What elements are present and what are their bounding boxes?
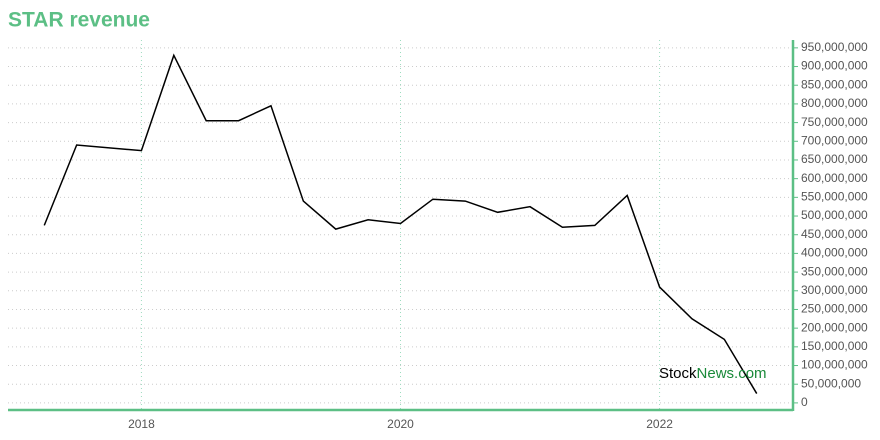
y-tick-label: 800,000,000	[801, 96, 868, 110]
line-series	[43, 53, 758, 394]
watermark-stock: Stock	[659, 365, 697, 382]
y-tick-label: 400,000,000	[801, 246, 868, 260]
y-tick-label: 900,000,000	[801, 59, 868, 73]
y-tick-label: 150,000,000	[801, 339, 868, 353]
y-tick-label: 850,000,000	[801, 77, 868, 91]
x-tick-label: 2018	[128, 417, 155, 431]
y-tick-label: 500,000,000	[801, 208, 868, 222]
y-tick-label: 100,000,000	[801, 358, 868, 372]
x-tick-label: 2020	[387, 417, 414, 431]
watermark: StockNews.com	[659, 365, 767, 382]
y-tick-label: 600,000,000	[801, 171, 868, 185]
y-tick-label: 750,000,000	[801, 115, 868, 129]
y-tick-label: 650,000,000	[801, 152, 868, 166]
y-tick-label: 700,000,000	[801, 133, 868, 147]
y-tick-label: 300,000,000	[801, 283, 868, 297]
y-tick-label: 200,000,000	[801, 320, 868, 334]
y-tick-label: 0	[801, 395, 808, 409]
chart-title: STAR revenue	[8, 9, 150, 32]
y-tick-label: 350,000,000	[801, 264, 868, 278]
y-tick-label: 50,000,000	[801, 376, 861, 390]
y-tick-label: 950,000,000	[801, 40, 868, 54]
x-tick-label: 2022	[646, 417, 673, 431]
y-tick-label: 450,000,000	[801, 227, 868, 241]
watermark-news: News.com	[697, 365, 767, 382]
y-tick-label: 550,000,000	[801, 190, 868, 204]
y-tick-label: 250,000,000	[801, 302, 868, 316]
